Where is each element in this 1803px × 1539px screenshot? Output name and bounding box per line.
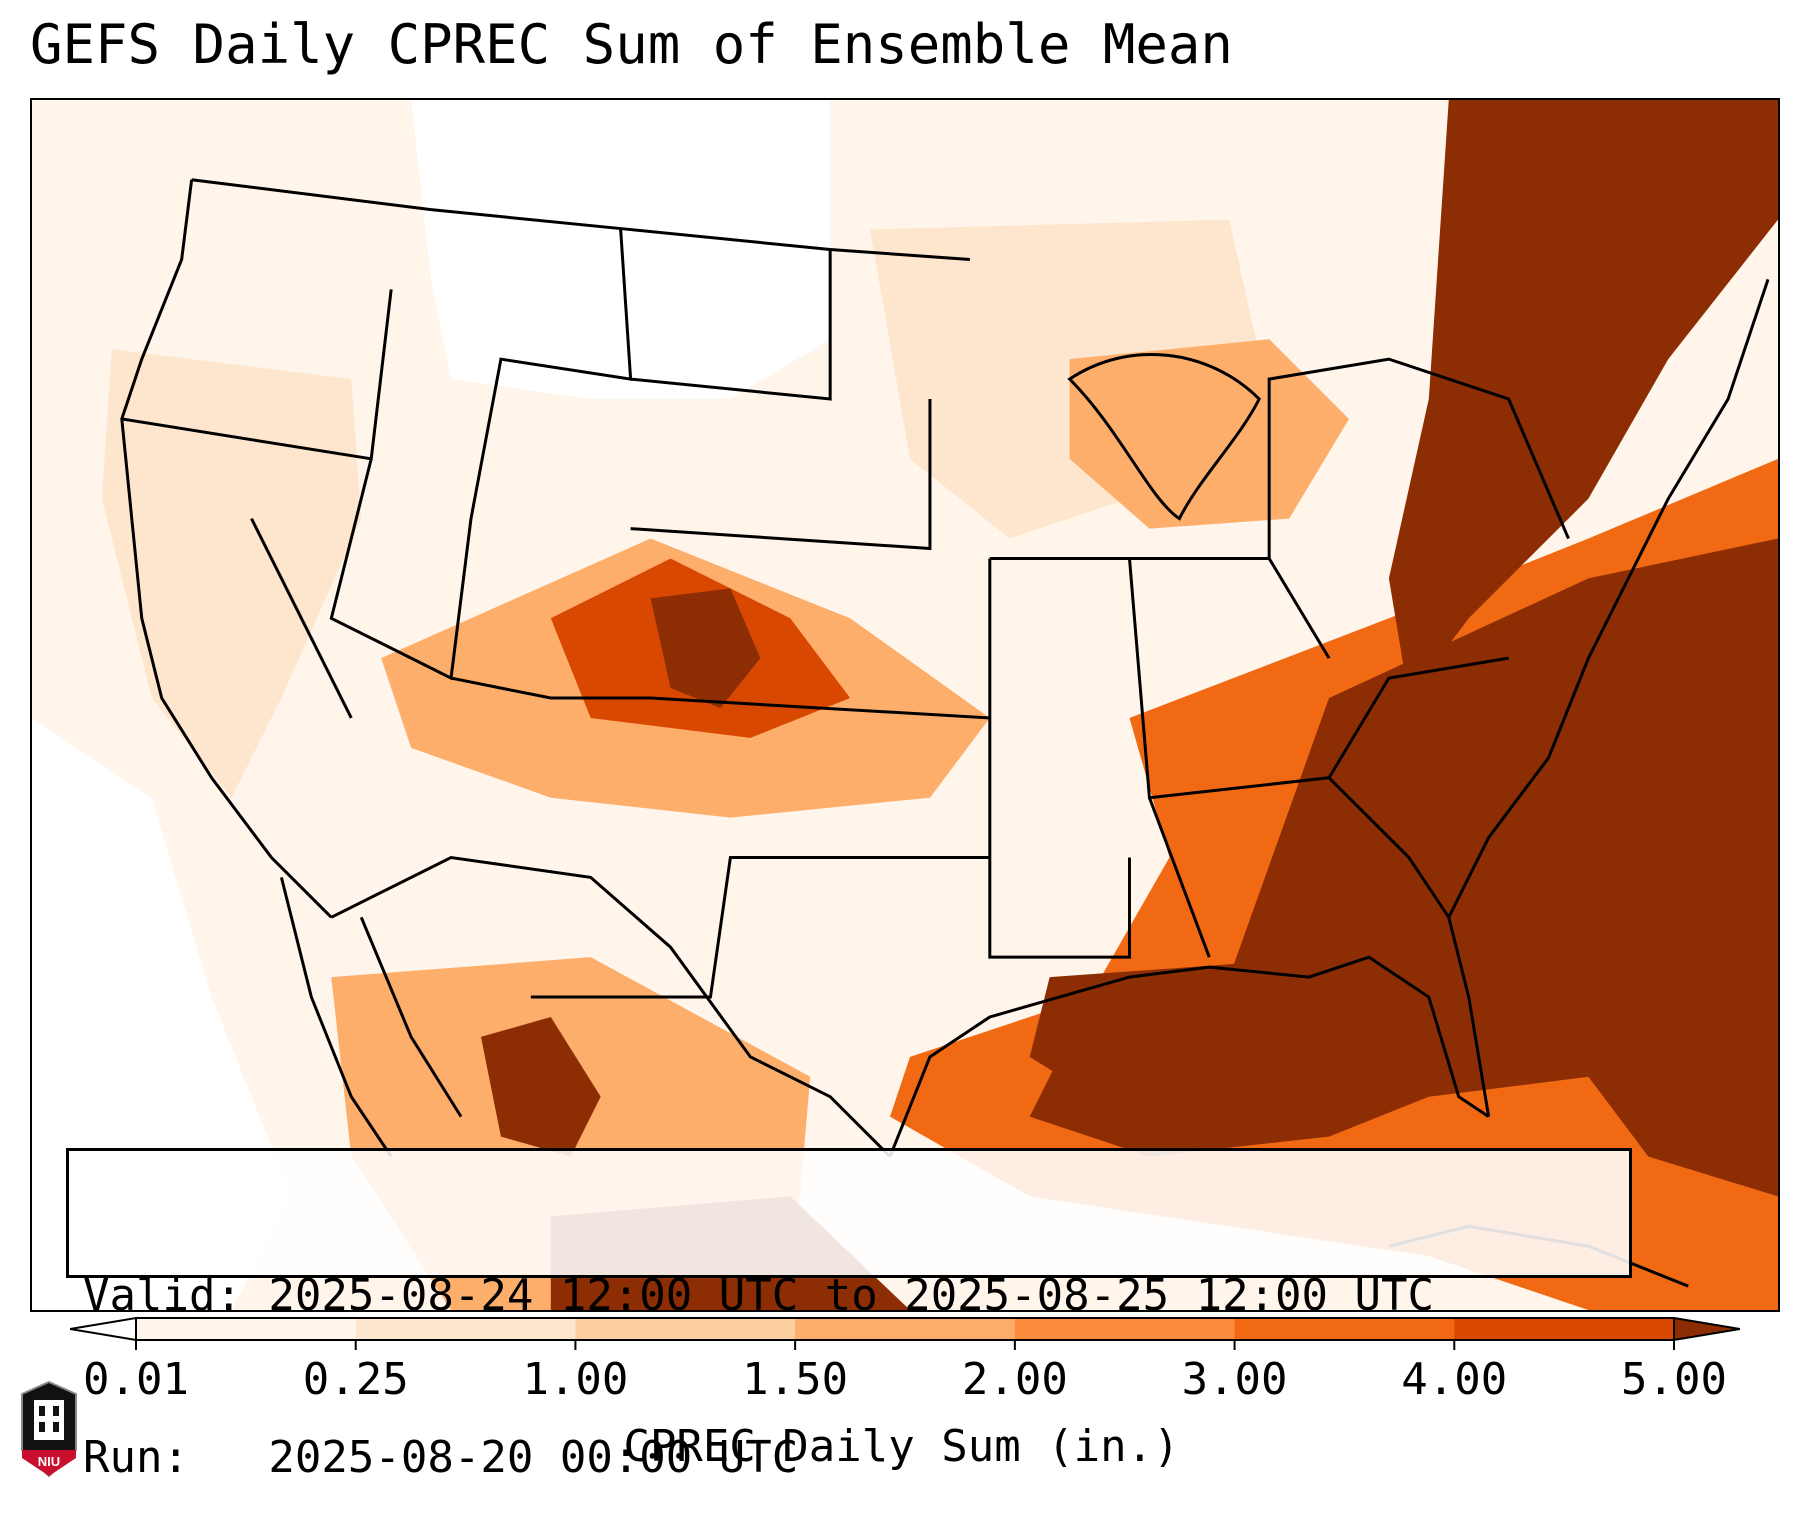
east-coast <box>1447 278 1770 1117</box>
colorbar <box>70 1316 1740 1350</box>
niu-logo-text: NIU <box>38 1454 60 1469</box>
colorbar-segment <box>1454 1318 1675 1340</box>
colorbar-tick-label: 1.50 <box>742 1354 849 1405</box>
great-lakes-outline <box>1067 353 1262 521</box>
colorbar-tick-label: 3.00 <box>1181 1354 1288 1405</box>
gulf-coast <box>888 955 1490 1158</box>
colorbar-segment <box>1014 1318 1236 1340</box>
mexico-baja <box>279 877 463 1158</box>
colorbar-segment <box>355 1318 577 1340</box>
extreme-precip-northeast <box>1388 100 1778 699</box>
extreme-precip-sierra-madre <box>480 1016 601 1157</box>
moderate-precip-great-lakes <box>1069 339 1349 529</box>
us-border-north <box>191 178 970 261</box>
west-coast <box>120 179 333 919</box>
colorbar-tick-label: 0.01 <box>83 1354 189 1405</box>
colorbar-segment <box>575 1318 797 1340</box>
colorbar-tick-label: 1.00 <box>522 1354 629 1405</box>
niu-logo: NIU <box>21 1380 77 1478</box>
map-canvas <box>32 100 1778 1310</box>
colorbar-tick-label: 5.00 <box>1621 1354 1727 1405</box>
extreme-precip-colorado-core <box>650 588 761 708</box>
run-time-line: Run: 2025-08-20 00:00 UTC <box>83 1432 799 1483</box>
state-lines-east <box>989 357 1570 958</box>
light-precip-west <box>101 349 362 798</box>
colorbar-extend-low <box>70 1316 137 1342</box>
colorbar-tick-label: 2.00 <box>961 1354 1068 1405</box>
colorbar-segment <box>795 1318 1016 1340</box>
colorbar-segment <box>1234 1318 1456 1340</box>
state-lines-west <box>121 229 651 719</box>
chart-title: GEFS Daily CPREC Sum of Ensemble Mean <box>30 13 1233 76</box>
colorbar-segment <box>136 1318 357 1340</box>
us-mexico-border <box>330 855 892 1158</box>
colorbar-extend-high <box>1673 1316 1740 1342</box>
run-info-box: Valid: 2025-08-24 12:00 UTC to 2025-08-2… <box>66 1148 1632 1483</box>
state-lines-central <box>530 249 1131 999</box>
colorbar-tick-label: 0.25 <box>302 1354 409 1405</box>
precipitation-map <box>30 98 1780 1312</box>
colorbar-segments <box>70 1316 1740 1342</box>
colorbar-outline <box>135 1317 1675 1341</box>
colorbar-tick-label: 4.00 <box>1401 1354 1508 1405</box>
colorbar-label: CPREC Daily Sum (in.) <box>623 1421 1180 1472</box>
colorbar-ticks <box>135 1340 1675 1350</box>
extreme-precip-gulf <box>1029 957 1449 1117</box>
valid-time-line: Valid: 2025-08-24 12:00 UTC to 2025-08-2… <box>83 1270 1435 1321</box>
